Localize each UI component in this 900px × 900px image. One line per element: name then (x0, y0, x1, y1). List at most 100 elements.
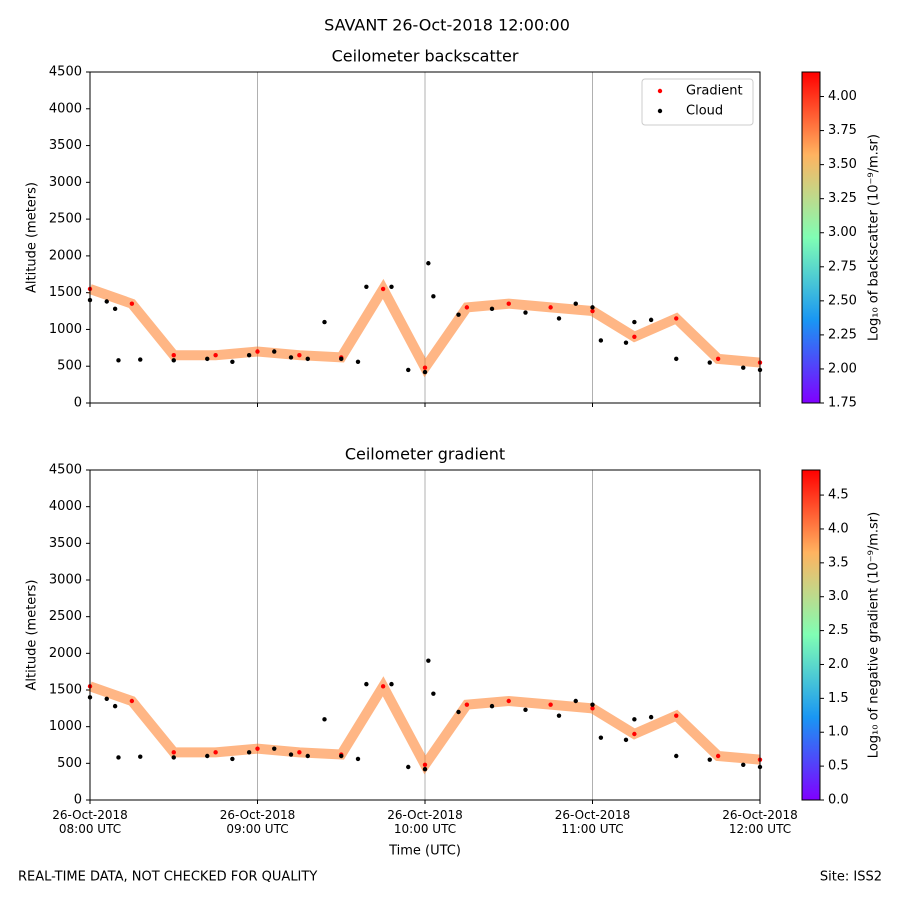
cloud-point (406, 764, 411, 770)
y-axis-label: Altitude (meters) (25, 182, 40, 293)
cloud-point (489, 703, 495, 709)
colorbar-tick-label: 3.0 (828, 589, 849, 604)
y-tick-label: 0 (74, 793, 82, 808)
footer-note: REAL-TIME DATA, NOT CHECKED FOR QUALITY (18, 870, 317, 885)
gradient-point (297, 750, 302, 755)
gradient-point (255, 349, 260, 354)
cloud-point (171, 358, 176, 363)
cloud-point (230, 756, 235, 762)
colorbar-tick-label: 2.75 (828, 259, 857, 274)
colorbar-tick-label: 0.0 (828, 793, 849, 808)
colorbar-tick-label: 4.0 (828, 521, 849, 536)
y-tick-label: 0 (74, 396, 82, 411)
colorbar-tick-label: 1.75 (828, 396, 857, 411)
cloud-point (355, 359, 361, 365)
y-tick-label: 3500 (49, 138, 82, 153)
cloud-point (456, 709, 461, 715)
colorbar-tick-label: 2.25 (828, 327, 857, 342)
cloud-point (426, 658, 431, 663)
cloud-point (138, 754, 143, 759)
gradient-point (506, 698, 511, 704)
cloud-point (322, 717, 327, 722)
cloud-point (632, 717, 637, 722)
y-tick-label: 4500 (49, 463, 82, 478)
y-tick-label: 3500 (49, 536, 82, 551)
gradient-point (255, 746, 260, 751)
x-axis-label: Time (UTC) (388, 844, 461, 859)
x-tick-label: 26-Oct-2018 09:00 UTC (219, 808, 296, 836)
colorbar-tick-label: 3.25 (828, 191, 857, 206)
gradient-point (674, 713, 679, 718)
colorbar-tick-label: 2.00 (828, 361, 857, 376)
y-tick-label: 4000 (49, 499, 82, 514)
colorbar-tick-label: 1.0 (828, 725, 849, 740)
y-axis-label: Altitude (meters) (25, 580, 40, 691)
y-tick-label: 3000 (49, 573, 82, 588)
gradient-point (506, 301, 511, 306)
cloud-point (288, 752, 294, 757)
y-tick-label: 1000 (49, 322, 82, 337)
panel-title: Ceilometer gradient (345, 445, 505, 464)
cloud-point (406, 367, 411, 373)
cloud-point (456, 312, 461, 317)
gradient-point (590, 308, 595, 314)
colorbar-tick-label: 4.00 (828, 89, 857, 104)
site-label: Site: ISS2 (820, 870, 882, 885)
colorbar-tick-label: 2.0 (828, 657, 849, 672)
y-tick-label: 4500 (49, 65, 82, 80)
gradient-point (548, 702, 553, 707)
colorbar-tick-label: 3.50 (828, 157, 857, 172)
cloud-point (573, 698, 578, 704)
cloud-point (112, 306, 118, 312)
cloud-point (623, 737, 629, 743)
colorbar-tick-label: 3.00 (828, 225, 857, 240)
gradient-point (171, 352, 176, 358)
gradient-point (422, 365, 428, 370)
cloud-point (246, 750, 252, 755)
cloud-point (523, 707, 528, 712)
gradient-point (380, 684, 386, 689)
x-tick-label: 26-Oct-2018 11:00 UTC (554, 808, 631, 836)
y-tick-label: 1500 (49, 285, 82, 300)
cloud-point (598, 735, 604, 740)
y-tick-label: 2500 (49, 212, 82, 227)
legend-label: Cloud (686, 104, 723, 119)
cloud-point (305, 356, 310, 362)
cloud-point (389, 681, 394, 687)
colorbar-label: Log₁₀ of negative gradient (10⁻⁹/m.sr) (867, 512, 882, 758)
x-tick-label: 26-Oct-2018 10:00 UTC (387, 808, 463, 836)
gradient-point (129, 698, 135, 704)
cloud-point (339, 356, 344, 362)
colorbar-tick-label: 1.5 (828, 691, 849, 706)
cloud-point (422, 767, 428, 772)
y-tick-label: 500 (57, 359, 82, 374)
cloud-point (171, 755, 176, 760)
gradient-point (632, 731, 637, 737)
cloud-point (431, 294, 436, 299)
cloud-point (623, 340, 629, 345)
y-tick-label: 1000 (49, 719, 82, 734)
cloud-point (104, 696, 109, 701)
colorbar-tick-label: 2.50 (828, 293, 857, 308)
x-tick-label: 26-Oct-2018 12:00 UTC (722, 808, 798, 836)
cloud-point (288, 355, 294, 360)
gradient-point (213, 352, 218, 358)
cloud-point (138, 357, 143, 362)
cloud-point (674, 356, 679, 362)
cloud-point (246, 352, 252, 358)
cloud-point (305, 753, 310, 759)
gradient-point (715, 356, 721, 362)
figure-title: SAVANT 26-Oct-2018 12:00:00 (324, 16, 570, 35)
gradient-point (213, 750, 218, 755)
cloud-point (590, 702, 595, 707)
cloud-point (741, 365, 746, 370)
gradient-point (464, 305, 470, 310)
cloud-point (116, 358, 121, 363)
cloud-point (272, 746, 277, 751)
colorbar-label: Log₁₀ of backscatter (10⁻⁹/m.sr) (867, 134, 882, 341)
cloud-point (230, 359, 235, 365)
plot-frame (89, 71, 761, 404)
y-tick-label: 2500 (49, 609, 82, 624)
y-tick-label: 500 (57, 756, 82, 771)
